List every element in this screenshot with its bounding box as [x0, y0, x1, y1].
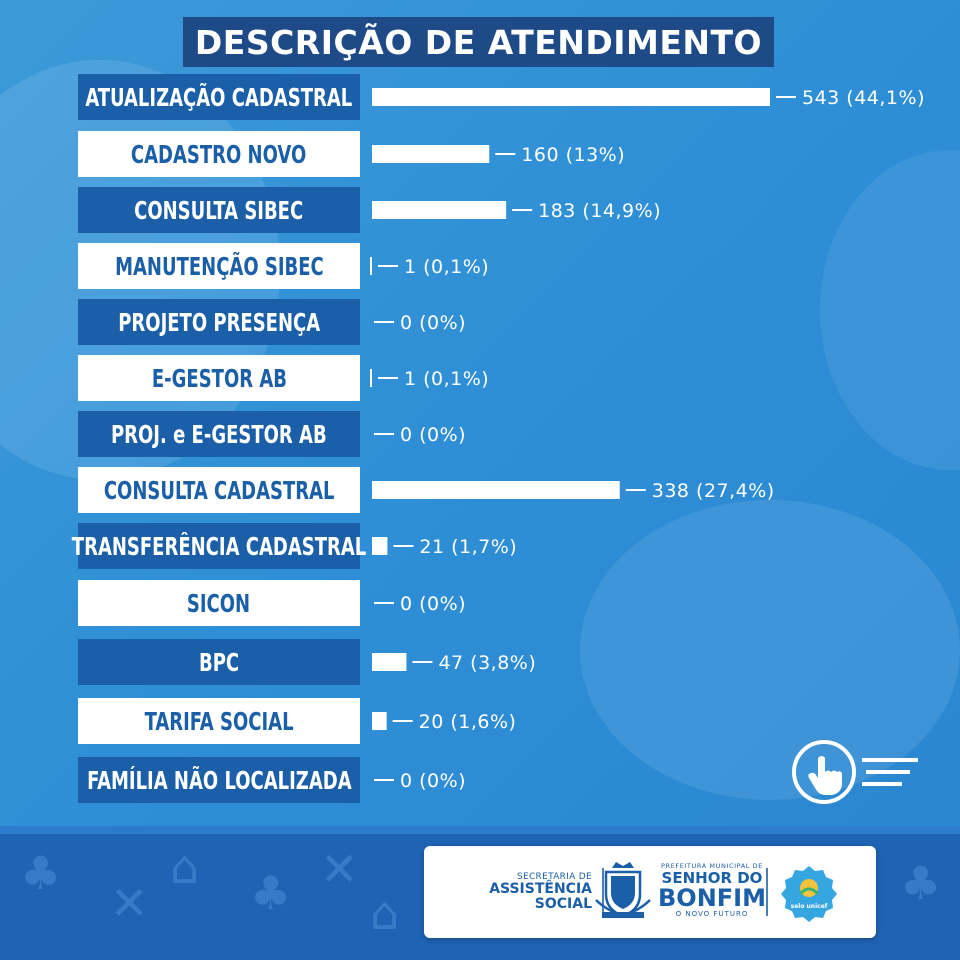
bar	[372, 712, 387, 730]
data-label: 543 (44,1%)	[802, 87, 925, 109]
category-label-text: MANUTENÇÃO SIBEC	[114, 251, 324, 281]
data-label: 183 (14,9%)	[538, 200, 661, 222]
data-label: 1 (0,1%)	[404, 256, 489, 278]
prefeitura-line: PREFEITURA MUNICIPAL DE	[661, 862, 763, 870]
cactus-icon: ♣	[250, 866, 292, 920]
bar	[372, 88, 770, 106]
category-label: CADASTRO NOVO	[78, 131, 360, 177]
bar	[372, 653, 407, 671]
category-label-text: PROJ. e E-GESTOR AB	[111, 419, 327, 449]
data-label: 338 (27,4%)	[652, 480, 775, 502]
category-label: TRANSFERÊNCIA CADASTRAL	[72, 523, 366, 569]
hand-pointer-icon	[792, 740, 918, 804]
bird-icon: ✕	[320, 842, 359, 896]
selo-unicef-logo-icon: selo unicef	[781, 866, 837, 922]
bar	[372, 537, 388, 555]
bar	[370, 257, 372, 275]
data-label: 21 (1,7%)	[419, 536, 517, 558]
category-label: PROJ. e E-GESTOR AB	[78, 411, 360, 457]
prefeitura-line: SENHOR DO	[661, 869, 763, 887]
data-label: 0 (0%)	[400, 424, 466, 446]
secretaria-line: SECRETARIA DE	[516, 872, 592, 882]
data-label: 1 (0,1%)	[404, 368, 489, 390]
category-label-text: PROJETO PRESENÇA	[118, 307, 320, 337]
category-label: CONSULTA CADASTRAL	[78, 467, 360, 513]
cactus-icon: ♣	[900, 856, 942, 910]
bar	[372, 201, 507, 219]
category-label: PROJETO PRESENÇA	[78, 299, 360, 345]
chart-title: DESCRIÇÃO DE ATENDIMENTO	[194, 22, 763, 62]
logos-card: SECRETARIA DE ASSISTÊNCIA SOCIAL PREFEIT…	[424, 846, 876, 938]
category-label: MANUTENÇÃO SIBEC	[78, 243, 360, 289]
category-label-text: CONSULTA CADASTRAL	[103, 475, 335, 505]
cactus-icon: ♣	[20, 846, 62, 900]
bar	[370, 369, 372, 387]
prefeitura-line: BONFIM	[658, 884, 766, 912]
data-label: 20 (1,6%)	[419, 711, 517, 733]
bar	[372, 145, 490, 163]
category-label-text: BPC	[198, 647, 240, 677]
category-label-text: SICON	[187, 588, 251, 618]
secretaria-logo: SECRETARIA DE ASSISTÊNCIA SOCIAL	[454, 872, 592, 912]
prefeitura-logo: PREFEITURA MUNICIPAL DE SENHOR DO BONFIM…	[656, 862, 768, 918]
data-label: 0 (0%)	[400, 312, 466, 334]
category-label-text: CONSULTA SIBEC	[134, 195, 304, 225]
logo-divider	[602, 868, 604, 916]
bird-icon: ✕	[110, 876, 149, 930]
prefeitura-line: O NOVO FUTURO	[675, 910, 749, 918]
footer-stripe	[0, 826, 960, 834]
bar-chart: 543 (44,1%) 160 (13%) 183 (14,9%) 1 (0,1%) 0…	[0, 0, 960, 800]
title-banner: DESCRIÇÃO DE ATENDIMENTO	[183, 17, 774, 67]
data-label: 47 (3,8%)	[438, 652, 536, 674]
selo-text: selo unicef	[791, 903, 828, 910]
category-label-text: FAMÍLIA NÃO LOCALIZADA	[86, 765, 352, 795]
category-label: FAMÍLIA NÃO LOCALIZADA	[78, 757, 360, 803]
category-label: BPC	[78, 639, 360, 685]
category-label: E-GESTOR AB	[78, 355, 360, 401]
background-shape	[580, 500, 960, 800]
logo-divider	[766, 868, 768, 916]
data-label: 160 (13%)	[521, 144, 625, 166]
bar	[372, 481, 620, 499]
category-label-text: E-GESTOR AB	[151, 363, 287, 393]
category-label: SICON	[78, 580, 360, 626]
data-label: 0 (0%)	[400, 770, 466, 792]
category-label-text: CADASTRO NOVO	[131, 139, 307, 169]
category-label-text: TRANSFERÊNCIA CADASTRAL	[71, 531, 367, 561]
category-label: ATUALIZAÇÃO CADASTRAL	[78, 74, 360, 120]
municipal-crest-icon	[595, 862, 651, 918]
building-icon: ⌂	[170, 840, 200, 894]
category-label: CONSULTA SIBEC	[78, 187, 360, 233]
data-label: 0 (0%)	[400, 593, 466, 615]
building-icon: ⌂	[370, 886, 400, 940]
secretaria-line: SOCIAL	[534, 896, 592, 912]
category-label-text: TARIFA SOCIAL	[144, 706, 294, 736]
category-label: TARIFA SOCIAL	[78, 698, 360, 744]
secretaria-line: ASSISTÊNCIA	[489, 881, 592, 897]
category-label-text: ATUALIZAÇÃO CADASTRAL	[85, 82, 353, 112]
